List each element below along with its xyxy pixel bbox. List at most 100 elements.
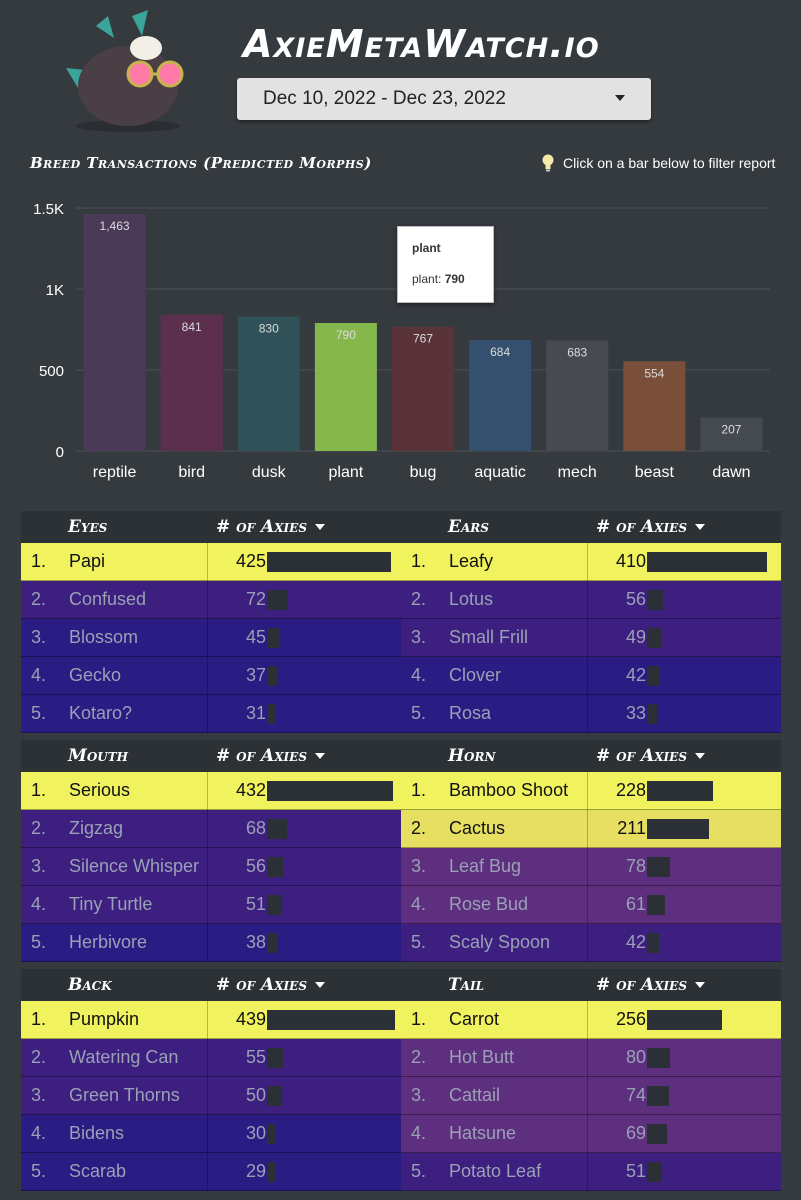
table-row[interactable]: 3. Silence Whisper 56 [21,848,401,886]
row-count: 38 [245,932,266,952]
table-row[interactable]: 1. Papi 425 [21,543,401,581]
bar-beast[interactable] [623,361,686,451]
bar-value-label: 830 [259,322,279,336]
count-column-header[interactable]: # of Axies [596,517,705,537]
table-row[interactable]: 4. Tiny Turtle 51 [21,886,401,924]
row-rank: 4. [411,665,427,685]
table-row[interactable]: 4. Rose Bud 61 [401,886,781,924]
count-column-header[interactable]: # of Axies [596,746,705,766]
table-row[interactable]: 2. Lotus 56 [401,581,781,619]
table-row[interactable]: 1. Serious 432 [21,772,401,810]
table-header: Tail # of Axies [401,969,781,1001]
table-row[interactable]: 3. Small Frill 49 [401,619,781,657]
table-row[interactable]: 2. Watering Can 55 [21,1039,401,1077]
row-rank: 1. [31,1009,47,1029]
table-row[interactable]: 3. Leaf Bug 78 [401,848,781,886]
table-row[interactable]: 1. Carrot 256 [401,1001,781,1039]
table-row[interactable]: 1. Leafy 410 [401,543,781,581]
row-count: 45 [245,627,266,647]
table-ears: Ears # of Axies 1. Leafy 410 2. Lotus 56 3. Small… [401,511,781,733]
table-row[interactable]: 4. Hatsune 69 [401,1115,781,1153]
table-row[interactable]: 5. Rosa 33 [401,695,781,733]
table-title: Eyes [68,517,108,537]
row-rank: 2. [31,1047,47,1067]
row-rank: 2. [411,589,427,609]
column-divider [207,619,208,657]
row-rank: 1. [411,551,427,571]
column-divider [207,848,208,886]
table-row[interactable]: 5. Kotaro? 31 [21,695,401,733]
row-count-bar [267,590,288,610]
table-row[interactable]: 2. Cactus 211 [401,810,781,848]
table-row[interactable]: 5. Potato Leaf 51 [401,1153,781,1191]
column-divider [207,772,208,810]
table-row[interactable]: 2. Hot Butt 80 [401,1039,781,1077]
row-part-name: Hatsune [449,1123,517,1143]
table-row[interactable]: 4. Clover 42 [401,657,781,695]
row-count: 69 [625,1123,646,1143]
row-part-name: Leaf Bug [449,856,522,876]
table-row[interactable]: 3. Cattail 74 [401,1077,781,1115]
bar-mech[interactable] [546,340,609,451]
table-row[interactable]: 3. Green Thorns 50 [21,1077,401,1115]
column-divider [587,772,588,810]
x-tick-label: bird [178,464,205,481]
y-tick-label: 500 [39,363,64,380]
row-count-bar [267,933,278,953]
column-divider [587,810,588,848]
count-column-header[interactable]: # of Axies [596,975,705,995]
x-tick-label: plant [329,464,364,481]
row-rank: 1. [411,1009,427,1029]
table-title: Ears [448,517,489,537]
bar-value-label: 683 [567,345,587,359]
column-divider [587,1039,588,1077]
x-tick-label: dawn [712,464,750,481]
table-row[interactable]: 5. Scaly Spoon 42 [401,924,781,962]
sort-desc-icon [694,982,705,988]
bar-bird[interactable] [160,314,223,451]
x-tick-label: beast [635,464,675,481]
row-rank: 4. [31,665,47,685]
bar-value-label: 767 [413,332,433,346]
row-part-name: Bidens [69,1123,125,1143]
row-count: 30 [245,1123,266,1143]
date-range-value: Dec 10, 2022 - Dec 23, 2022 [263,88,506,109]
count-column-header[interactable]: # of Axies [216,975,325,995]
bar-aquatic[interactable] [469,340,532,451]
table-row[interactable]: 2. Confused 72 [21,581,401,619]
bar-bug[interactable] [392,326,454,451]
bar-reptile[interactable] [83,213,146,451]
table-row[interactable]: 4. Bidens 30 [21,1115,401,1153]
table-title: Back [68,975,112,995]
row-count: 228 [615,780,646,800]
row-count-bar [267,895,282,915]
row-count: 61 [625,894,646,914]
bar-dusk[interactable] [237,316,300,451]
count-column-header[interactable]: # of Axies [216,517,325,537]
table-row[interactable]: 1. Pumpkin 439 [21,1001,401,1039]
row-count-bar [647,857,670,877]
column-divider [207,695,208,733]
table-row[interactable]: 5. Herbivore 38 [21,924,401,962]
table-row[interactable]: 2. Zigzag 68 [21,810,401,848]
table-title: Horn [448,746,496,766]
table-row[interactable]: 4. Gecko 37 [21,657,401,695]
row-part-name: Rose Bud [449,894,529,914]
chart-tooltip: plant plant: 790 [397,226,494,303]
column-divider [587,924,588,962]
bar-plant[interactable] [314,323,377,451]
table-title: Mouth [68,746,129,766]
table-row[interactable]: 5. Scarab 29 [21,1153,401,1191]
date-range-select[interactable]: Dec 10, 2022 - Dec 23, 2022 [237,78,651,120]
table-row[interactable]: 1. Bamboo Shoot 228 [401,772,781,810]
row-count: 74 [625,1085,646,1105]
column-divider [207,657,208,695]
table-header: Back # of Axies [21,969,401,1001]
bar-dawn[interactable] [700,417,763,451]
count-column-header[interactable]: # of Axies [216,746,325,766]
row-count-bar [647,1048,670,1068]
table-back: Back # of Axies 1. Pumpkin 439 2. Watering Can… [21,969,401,1191]
row-rank: 4. [31,894,47,914]
site-title[interactable]: AxieMetaWatch.io [243,22,600,66]
table-row[interactable]: 3. Blossom 45 [21,619,401,657]
